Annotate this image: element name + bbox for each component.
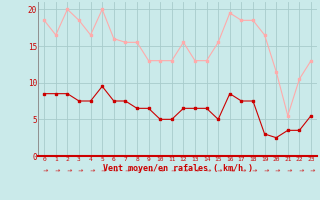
Text: ↗: ↗ (145, 167, 152, 174)
Text: ↗: ↗ (192, 167, 198, 174)
Text: ↗: ↗ (41, 167, 48, 174)
Text: ↗: ↗ (157, 167, 164, 174)
Text: ↗: ↗ (76, 167, 83, 174)
Text: ↗: ↗ (64, 167, 71, 174)
Text: ↗: ↗ (261, 167, 268, 174)
Text: ↗: ↗ (110, 167, 117, 174)
Text: ↗: ↗ (122, 167, 129, 174)
Text: ↗: ↗ (99, 167, 106, 174)
Text: ↗: ↗ (215, 167, 222, 174)
Text: ↗: ↗ (168, 167, 175, 174)
X-axis label: Vent moyen/en rafales ( km/h ): Vent moyen/en rafales ( km/h ) (103, 164, 252, 173)
Text: ↗: ↗ (87, 167, 94, 174)
Text: ↗: ↗ (133, 167, 140, 174)
Text: ↗: ↗ (273, 167, 280, 174)
Text: ↗: ↗ (296, 167, 303, 174)
Text: ↗: ↗ (238, 167, 245, 174)
Text: ↗: ↗ (52, 167, 59, 174)
Text: ↗: ↗ (284, 167, 291, 174)
Text: ↗: ↗ (180, 167, 187, 174)
Text: ↗: ↗ (203, 167, 210, 174)
Text: ↗: ↗ (308, 167, 315, 174)
Text: ↗: ↗ (250, 167, 256, 174)
Text: ↗: ↗ (226, 167, 233, 174)
